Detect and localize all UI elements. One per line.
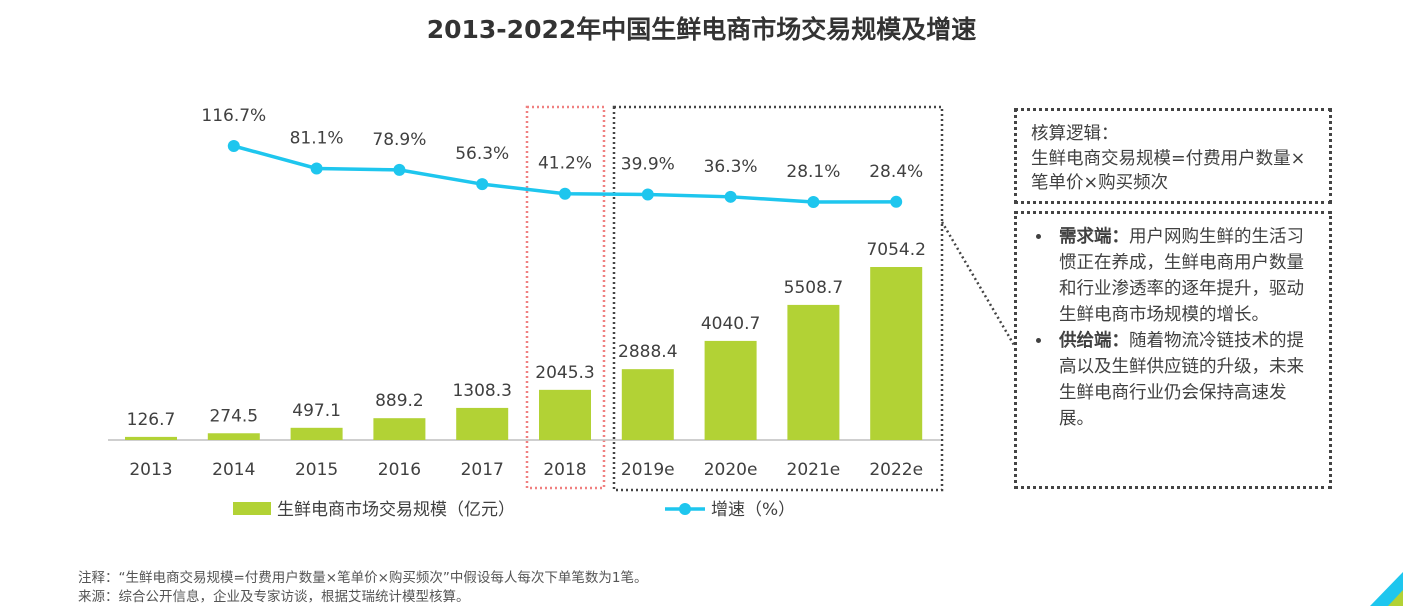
x-tick-label: 2020e — [704, 460, 758, 480]
x-tick-label: 2015 — [295, 460, 338, 480]
legend-line-marker — [679, 503, 691, 515]
logic-box: 核算逻辑： 生鲜电商交易规模=付费用户数量×笔单价×购买频次 — [1014, 108, 1332, 204]
logic-text: 生鲜电商交易规模=付费用户数量×笔单价×购买频次 — [1031, 149, 1306, 193]
drivers-box: 需求端：用户网购生鲜的生活习惯正在养成，生鲜电商用户数量和行业渗透率的逐年提升，… — [1014, 211, 1332, 489]
connector-line — [940, 221, 1016, 346]
x-tick-label: 2022e — [869, 460, 923, 480]
x-tick-label: 2014 — [212, 460, 255, 480]
bar-2017 — [456, 407, 509, 440]
bar-value-label: 2045.3 — [535, 363, 594, 383]
footnote: 注释：“生鲜电商交易规模=付费用户数量×笔单价×购买频次”中假设每人每次下单笔数… — [78, 570, 648, 586]
growth-point-2022e — [890, 195, 903, 208]
source-note: 来源：综合公开信息，企业及专家访谈，根据艾瑞统计模型核算。 — [78, 589, 470, 605]
growth-value-label: 36.3% — [704, 157, 758, 177]
growth-value-label: 81.1% — [290, 128, 344, 148]
chart-title: 2013-2022年中国生鲜电商市场交易规模及增速 — [426, 15, 977, 44]
driver-label: 供给端： — [1059, 331, 1129, 351]
growth-point-2017 — [476, 178, 489, 191]
bar-value-label: 889.2 — [375, 391, 424, 411]
legend-bar-swatch — [233, 502, 271, 515]
bar-value-label: 274.5 — [209, 406, 258, 426]
x-tick-label: 2018 — [543, 460, 586, 480]
bar-2014 — [207, 433, 260, 440]
growth-value-label: 28.1% — [786, 162, 840, 182]
growth-point-2020e — [724, 190, 737, 203]
x-tick-label: 2013 — [129, 460, 172, 480]
corner-decoration-accent — [1388, 590, 1403, 606]
legend-line-label: 增速（%） — [711, 500, 795, 520]
driver-label: 需求端： — [1059, 227, 1129, 247]
growth-value-label: 41.2% — [538, 154, 592, 174]
driver-demand: 需求端：用户网购生鲜的生活习惯正在养成，生鲜电商用户数量和行业渗透率的逐年提升，… — [1053, 224, 1315, 328]
growth-value-label: 39.9% — [621, 155, 675, 175]
bar-2020e — [704, 340, 757, 440]
x-tick-label: 2019e — [621, 460, 675, 480]
corner-decoration — [1370, 572, 1403, 606]
bar-value-label: 2888.4 — [618, 342, 677, 362]
forecast-highlight-box — [612, 105, 944, 492]
growth-value-label: 56.3% — [455, 144, 509, 164]
bar-value-label: 4040.7 — [701, 314, 760, 334]
bar-2016 — [373, 418, 426, 440]
x-tick-label: 2017 — [461, 460, 504, 480]
growth-point-2014 — [227, 140, 240, 152]
bar-value-label: 497.1 — [292, 401, 341, 421]
bar-2013 — [125, 436, 177, 440]
bar-2019e — [621, 369, 674, 440]
bar-value-label: 126.7 — [127, 410, 176, 430]
logic-heading: 核算逻辑： — [1031, 124, 1119, 144]
growth-value-label: 116.7% — [201, 106, 266, 126]
driver-text: 用户网购生鲜的生活习惯正在养成，生鲜电商用户数量和行业渗透率的逐年提升，驱动生鲜… — [1059, 227, 1304, 325]
bar-value-label: 5508.7 — [784, 278, 843, 298]
bar-2022e — [870, 267, 923, 440]
bar-value-label: 1308.3 — [452, 381, 511, 401]
growth-value-label: 28.4% — [869, 162, 923, 182]
bar-2021e — [787, 304, 840, 440]
driver-supply: 供给端：随着物流冷链技术的提高以及生鲜供应链的升级，未来生鲜电商行业仍会保持高速… — [1053, 328, 1315, 432]
legend-bar-label: 生鲜电商市场交易规模（亿元） — [277, 500, 515, 520]
driver-text: 随着物流冷链技术的提高以及生鲜供应链的升级，未来生鲜电商行业仍会保持高速发展。 — [1059, 331, 1304, 429]
growth-point-2019e — [641, 188, 654, 201]
growth-value-label: 78.9% — [372, 130, 426, 150]
bar-2015 — [290, 427, 343, 440]
growth-point-2021e — [807, 195, 820, 208]
actual-year-highlight-box — [525, 105, 606, 490]
bar-value-label: 7054.2 — [866, 240, 925, 260]
x-tick-label: 2021e — [787, 460, 841, 480]
x-tick-label: 2016 — [378, 460, 421, 480]
growth-point-2015 — [310, 162, 323, 175]
growth-point-2016 — [393, 163, 406, 176]
bar-2018 — [539, 389, 591, 440]
growth-point-2018 — [559, 187, 571, 200]
